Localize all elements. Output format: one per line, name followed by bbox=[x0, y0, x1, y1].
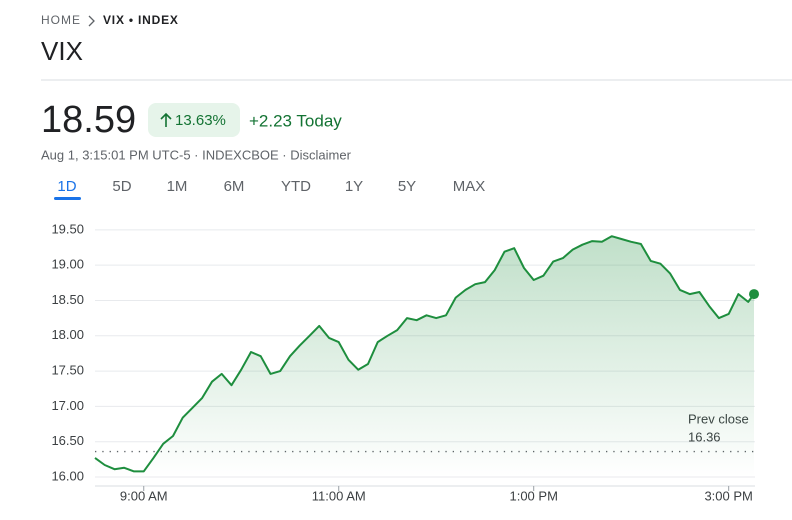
tab[interactable]: 1M bbox=[167, 178, 188, 195]
tab[interactable]: 1Y bbox=[345, 178, 363, 195]
y-tick-label: 18.00 bbox=[51, 327, 84, 342]
tab[interactable]: 5D bbox=[112, 178, 131, 195]
y-tick-label: 19.50 bbox=[51, 221, 84, 236]
line bbox=[94, 235, 755, 473]
tab[interactable]: MAX bbox=[453, 178, 486, 195]
y-tick-label: 17.00 bbox=[51, 398, 84, 413]
breadcrumb-current: VIX • INDEX bbox=[103, 13, 179, 27]
tab[interactable]: YTD bbox=[281, 178, 311, 195]
x-tick-label: 11:00 AM bbox=[312, 488, 366, 503]
tab[interactable]: 5Y bbox=[398, 178, 416, 195]
change-today: +2.23 Today bbox=[249, 111, 342, 130]
y-tick-label: 16.50 bbox=[51, 433, 84, 448]
price: 18.59 bbox=[41, 99, 136, 141]
change-badge bbox=[148, 103, 240, 137]
up-arrow bbox=[160, 112, 172, 127]
y-tick-label: 18.50 bbox=[51, 292, 84, 307]
tab[interactable]: 6M bbox=[224, 178, 245, 195]
breadcrumb-home[interactable]: HOME bbox=[41, 13, 81, 27]
chart: 16.00 16.50 17.00 17.50 18.00 18.50 19.00 19.50… bbox=[51, 221, 760, 503]
y-tick-label: 19.00 bbox=[51, 257, 84, 272]
tab[interactable]: 1D bbox=[57, 178, 76, 195]
y-tick-label: 17.50 bbox=[51, 363, 84, 378]
change-percent: 13.63% bbox=[175, 112, 226, 129]
symbol-title: VIX bbox=[41, 36, 83, 66]
x-tick-label: 3:00 PM bbox=[704, 488, 752, 503]
breadcrumb-chevron bbox=[88, 15, 95, 27]
x-tick-label: 9:00 AM bbox=[120, 488, 168, 503]
y-tick-label: 16.00 bbox=[51, 468, 84, 483]
x-tick-label: 1:00 PM bbox=[509, 488, 557, 503]
tab-underline bbox=[54, 197, 81, 200]
area bbox=[95, 236, 755, 477]
last-point bbox=[749, 289, 760, 300]
quote-meta: Aug 1, 3:15:01 PM UTC-5 · INDEXCBOE · Di… bbox=[41, 147, 352, 162]
